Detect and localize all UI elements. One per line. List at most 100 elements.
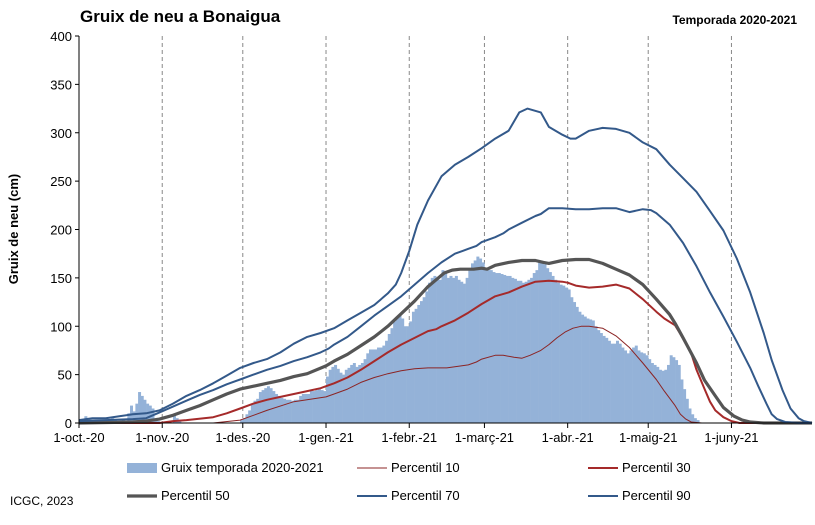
legend-label: Percentil 70 xyxy=(391,488,460,503)
snow-bar xyxy=(567,289,571,423)
snow-bar xyxy=(554,279,558,423)
snow-bar xyxy=(468,268,472,423)
snow-bar xyxy=(508,275,512,423)
snow-bar xyxy=(454,275,458,423)
legend-label: Percentil 10 xyxy=(391,460,460,475)
snow-bar xyxy=(371,349,375,423)
legend-label: Percentil 30 xyxy=(622,460,691,475)
snow-bar xyxy=(422,297,426,423)
snow-bar xyxy=(473,260,477,423)
percentile-line xyxy=(78,207,812,424)
snow-bar xyxy=(693,418,697,423)
snow-bar xyxy=(626,353,630,423)
snow-bar xyxy=(505,275,509,423)
legend: Gruix temporada 2020-2021 Percentil 10 Per… xyxy=(127,460,691,503)
snow-bar xyxy=(285,399,289,423)
x-tick-label: 1-abr.-21 xyxy=(542,430,594,445)
snow-bar xyxy=(288,399,292,423)
y-tick-labels: 0 50 100 150 200 250 300 350 400 xyxy=(50,29,79,431)
snow-bar xyxy=(599,333,603,423)
snow-bar xyxy=(449,275,453,423)
snow-bar xyxy=(328,369,332,423)
snow-bar xyxy=(500,274,504,423)
snow-bar xyxy=(242,418,246,423)
x-tick-label: 1-febr.-21 xyxy=(381,430,437,445)
snow-bar xyxy=(513,278,517,423)
snow-bar xyxy=(530,277,534,423)
snow-bar xyxy=(406,326,410,423)
snow-bar xyxy=(315,390,319,423)
legend-label: Percentil 90 xyxy=(622,488,691,503)
y-tick-label: 100 xyxy=(50,319,72,334)
credit-text: ICGC, 2023 xyxy=(10,494,74,508)
snow-bar xyxy=(672,357,676,423)
chart-title: Gruix de neu a Bonaigua xyxy=(80,7,281,26)
snow-bar xyxy=(240,420,244,423)
snow-bar xyxy=(266,386,270,423)
y-tick-label: 300 xyxy=(50,126,72,141)
snow-bar xyxy=(602,335,606,423)
snow-bar xyxy=(543,264,547,423)
snow-bar xyxy=(658,369,662,423)
snow-bar xyxy=(148,405,152,423)
snow-bar xyxy=(589,319,593,423)
percentile-line xyxy=(78,257,812,425)
snow-bar xyxy=(570,297,574,423)
snow-bar xyxy=(127,413,131,423)
snow-bar xyxy=(253,400,257,423)
snow-bar xyxy=(613,343,617,423)
snow-bar xyxy=(339,372,343,423)
snow-bar xyxy=(527,279,531,423)
snow-bar xyxy=(586,318,590,423)
snow-bar xyxy=(293,399,297,423)
snow-bar xyxy=(594,326,598,423)
snow-bar xyxy=(382,345,386,423)
snow-bar xyxy=(317,389,321,423)
snow-bar xyxy=(548,272,552,423)
snow-bar xyxy=(438,279,442,423)
snow-bar xyxy=(551,275,555,423)
snow-bar xyxy=(538,261,542,423)
snow-bar xyxy=(484,268,488,423)
snow-bar xyxy=(495,273,499,423)
snow-bar xyxy=(519,280,523,423)
snow-bar xyxy=(640,352,644,423)
snow-bar xyxy=(352,363,356,423)
snow-bar xyxy=(342,374,346,423)
snow-bar xyxy=(618,343,622,423)
snow-bar xyxy=(489,270,493,423)
snow-bar xyxy=(661,370,665,423)
snow-bar xyxy=(425,291,429,423)
snow-bar xyxy=(309,391,313,423)
snow-bar xyxy=(245,414,249,423)
snow-bar xyxy=(428,282,432,423)
snow-bar xyxy=(430,277,434,423)
snow-bar xyxy=(645,355,649,423)
snow-bar xyxy=(385,340,389,423)
snow-bar xyxy=(564,287,568,423)
snow-bar xyxy=(250,403,254,423)
snow-bar xyxy=(411,311,415,423)
snow-bar xyxy=(492,272,496,423)
snow-bar xyxy=(562,285,566,423)
snow-bar xyxy=(615,340,619,423)
percentile-lines xyxy=(78,107,813,425)
snow-bar xyxy=(524,281,528,423)
snow-bar xyxy=(691,414,695,423)
snow-bar xyxy=(559,284,563,423)
x-tick-label: 1-des.-20 xyxy=(215,430,270,445)
x-tick-label: 1-maig-21 xyxy=(619,430,678,445)
legend-swatch xyxy=(127,463,157,473)
snow-bar xyxy=(307,393,311,423)
snow-bar xyxy=(583,316,587,423)
snow-bar xyxy=(556,282,560,423)
snow-bar xyxy=(675,360,679,423)
snow-bar xyxy=(377,347,381,423)
snow-bar xyxy=(669,355,673,423)
snow-bar xyxy=(256,398,260,423)
snow-bar xyxy=(312,391,316,423)
snow-bar xyxy=(336,368,340,423)
snow-bar xyxy=(403,326,407,423)
snow-bar xyxy=(320,390,324,423)
snow-bar xyxy=(610,343,614,423)
